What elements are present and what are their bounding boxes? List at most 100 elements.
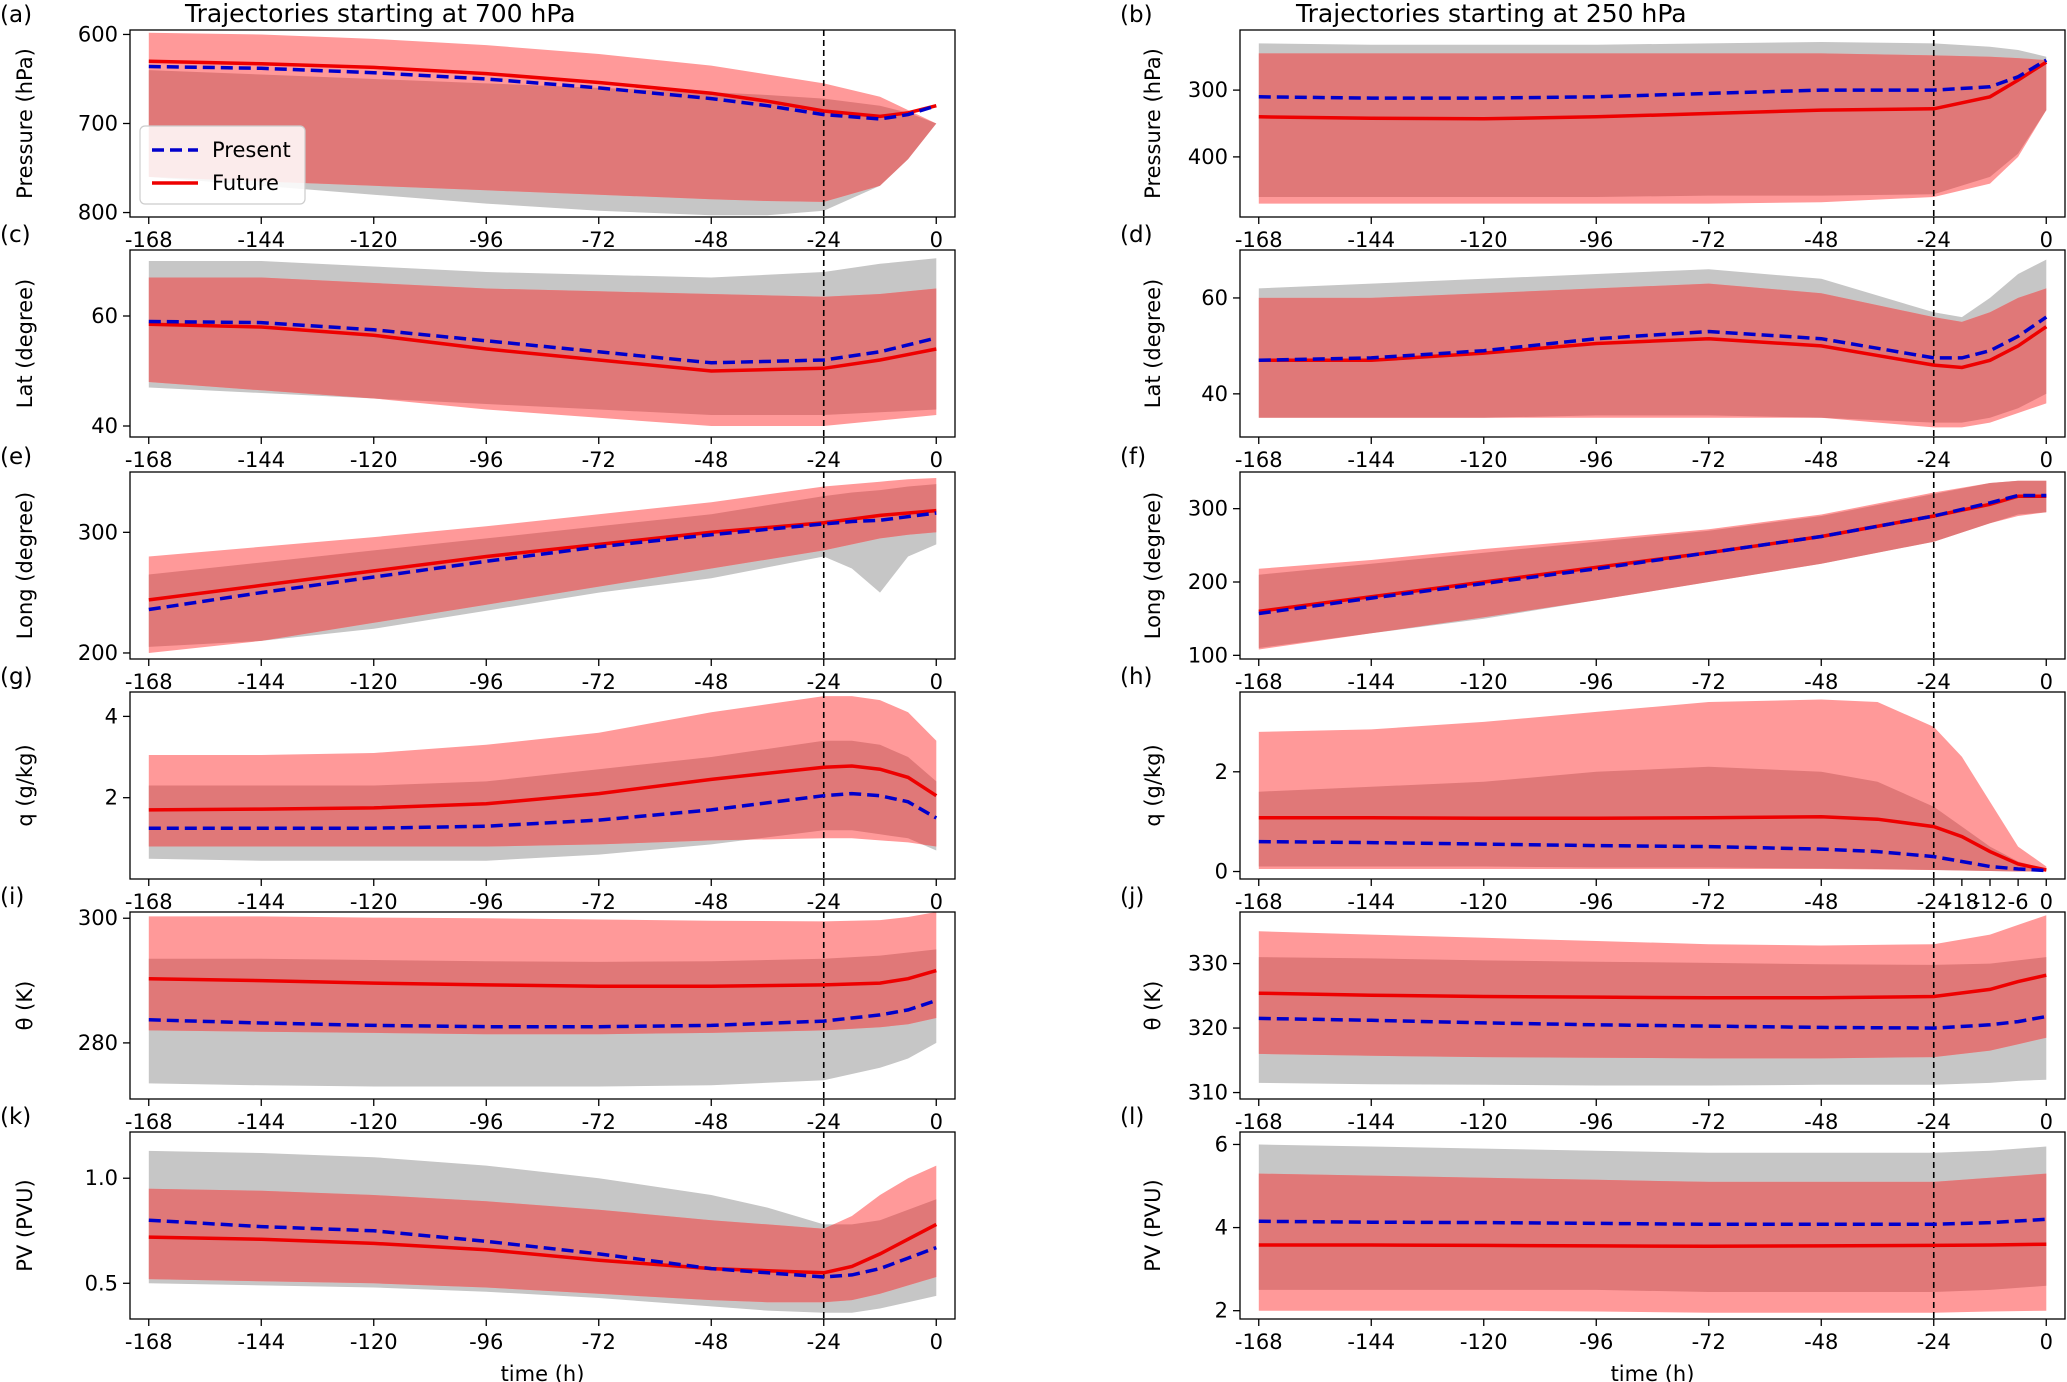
x-tick-label: -168 bbox=[125, 1330, 173, 1354]
x-tick-label: -24 bbox=[1917, 448, 1951, 472]
x-tick-label: -72 bbox=[582, 1110, 616, 1134]
x-tick-label: -72 bbox=[1692, 448, 1726, 472]
x-tick-label: -144 bbox=[1347, 890, 1395, 914]
overlap-band bbox=[1258, 480, 2047, 648]
x-tick-label: -144 bbox=[1347, 670, 1395, 694]
x-tick-label: -18 bbox=[1945, 890, 1979, 914]
present-median-line bbox=[1258, 839, 2047, 873]
x-tick-label: -96 bbox=[469, 890, 503, 914]
overlap-band bbox=[1258, 283, 2047, 423]
axes-frame bbox=[129, 249, 956, 438]
x-tick-label: -48 bbox=[1804, 670, 1838, 694]
plot-area bbox=[148, 912, 937, 1099]
x-tick-label: -168 bbox=[1235, 670, 1283, 694]
x-tick-label: -120 bbox=[350, 228, 398, 252]
panel-label: (g) bbox=[0, 664, 33, 690]
x-tick-label: 0 bbox=[930, 228, 943, 252]
x-tick-label: -72 bbox=[582, 448, 616, 472]
x-tick-label: -120 bbox=[350, 1330, 398, 1354]
x-tick-label: -96 bbox=[1579, 228, 1613, 252]
panel-label: (e) bbox=[0, 444, 32, 470]
present-median-line bbox=[148, 1218, 937, 1279]
axes-frame bbox=[1239, 471, 2066, 660]
future-median-line bbox=[148, 59, 937, 119]
y-axis-label: Lat (degree) bbox=[13, 279, 37, 408]
plot-area bbox=[148, 250, 937, 437]
axes-frame bbox=[129, 691, 956, 880]
x-tick-label: -24 bbox=[1917, 1110, 1951, 1134]
overlap-band bbox=[148, 949, 937, 1035]
panel-i: -168 -144 -120 -96 -72 -48 -24 0 280 300 θ (K) (i) bbox=[0, 884, 956, 1134]
x-tick-label: -96 bbox=[469, 448, 503, 472]
y-tick-label: 200 bbox=[1188, 570, 1228, 594]
panel-label: (i) bbox=[0, 884, 24, 910]
x-tick-label: -48 bbox=[1804, 1110, 1838, 1134]
panel-b: -168 -144 -120 -96 -72 -48 -24 0 300 400 Pressure … bbox=[1120, 0, 2066, 252]
axes-frame bbox=[1239, 691, 2066, 880]
x-tick-label: 0 bbox=[2040, 448, 2053, 472]
x-tick-label: -168 bbox=[125, 1110, 173, 1134]
y-axis-label: Long (degree) bbox=[13, 492, 37, 639]
x-tick-label: -24 bbox=[807, 890, 841, 914]
x-tick-label: 0 bbox=[2040, 1110, 2053, 1134]
x-tick-label: -144 bbox=[1347, 228, 1395, 252]
x-tick-label: -144 bbox=[237, 448, 285, 472]
x-tick-label: -144 bbox=[237, 228, 285, 252]
x-tick-label: -96 bbox=[1579, 890, 1613, 914]
y-tick-label: 700 bbox=[78, 112, 118, 136]
x-tick-label: -72 bbox=[582, 890, 616, 914]
overlap-band bbox=[1258, 1173, 2047, 1292]
present-median-line bbox=[1258, 493, 2047, 616]
plot-area bbox=[148, 472, 937, 659]
x-tick-label: -168 bbox=[125, 890, 173, 914]
overlap-band bbox=[1258, 957, 2047, 1059]
y-tick-label: 40 bbox=[91, 414, 118, 438]
future-median-line bbox=[1258, 973, 2047, 1000]
panel-l: -168 -144 -120 -96 -72 -48 -24 0 2 4 6 PV (PVU) (l) t… bbox=[1120, 1104, 2066, 1382]
x-tick-label: -168 bbox=[1235, 1330, 1283, 1354]
y-tick-label: 1.0 bbox=[85, 1166, 118, 1190]
axes-frame bbox=[1239, 1131, 2066, 1320]
present-median-line bbox=[1258, 58, 2048, 100]
panel-title: Trajectories starting at 250 hPa bbox=[1295, 0, 1687, 28]
present-median-line bbox=[148, 791, 938, 830]
x-tick-label: -72 bbox=[582, 1330, 616, 1354]
y-axis-label: Pressure (hPa) bbox=[13, 48, 37, 199]
x-tick-label: -120 bbox=[1460, 448, 1508, 472]
future-median-line bbox=[1258, 1242, 2047, 1249]
panel-f: -168 -144 -120 -96 -72 -48 -24 0 100 200 300 Long (… bbox=[1120, 444, 2066, 694]
plot-area bbox=[1258, 692, 2047, 879]
x-tick-label: -24 bbox=[807, 1110, 841, 1134]
x-tick-label: -48 bbox=[694, 228, 728, 252]
panel-c: -168 -144 -120 -96 -72 -48 -24 0 40 60 Lat (degree… bbox=[0, 222, 956, 472]
x-tick-label: -168 bbox=[125, 670, 173, 694]
axes-frame bbox=[129, 1131, 956, 1320]
x-tick-label: -96 bbox=[469, 1330, 503, 1354]
plot-area bbox=[1258, 1132, 2047, 1319]
y-tick-label: 300 bbox=[1188, 497, 1228, 521]
panel-a: -168 -144 -120 -96 -72 -48 -24 0 600 700 800 Pressu… bbox=[0, 0, 956, 252]
y-tick-label: 330 bbox=[1188, 952, 1228, 976]
y-tick-label: 2 bbox=[105, 786, 118, 810]
y-tick-label: 4 bbox=[105, 704, 118, 728]
legend: Present Future bbox=[139, 125, 306, 205]
x-tick-label: -24 bbox=[807, 448, 841, 472]
present-median-line bbox=[148, 319, 937, 365]
y-tick-label: 300 bbox=[1188, 78, 1228, 102]
panel-label: (l) bbox=[1120, 1104, 1144, 1130]
present-median-line bbox=[148, 511, 937, 612]
x-tick-label: -72 bbox=[582, 670, 616, 694]
future-median-line bbox=[148, 764, 938, 812]
x-tick-label: -24 bbox=[807, 228, 841, 252]
x-tick-label: -120 bbox=[1460, 228, 1508, 252]
y-tick-label: 300 bbox=[78, 906, 118, 930]
x-tick-label: 0 bbox=[930, 670, 943, 694]
legend-future-label: Future bbox=[212, 171, 279, 195]
x-tick-label: 0 bbox=[2040, 1330, 2053, 1354]
x-tick-label: -144 bbox=[1347, 1330, 1395, 1354]
x-tick-label: -48 bbox=[1804, 890, 1838, 914]
y-axis-label: q (g/kg) bbox=[1141, 744, 1165, 826]
x-tick-label: -168 bbox=[1235, 890, 1283, 914]
x-tick-label: 0 bbox=[2040, 228, 2053, 252]
